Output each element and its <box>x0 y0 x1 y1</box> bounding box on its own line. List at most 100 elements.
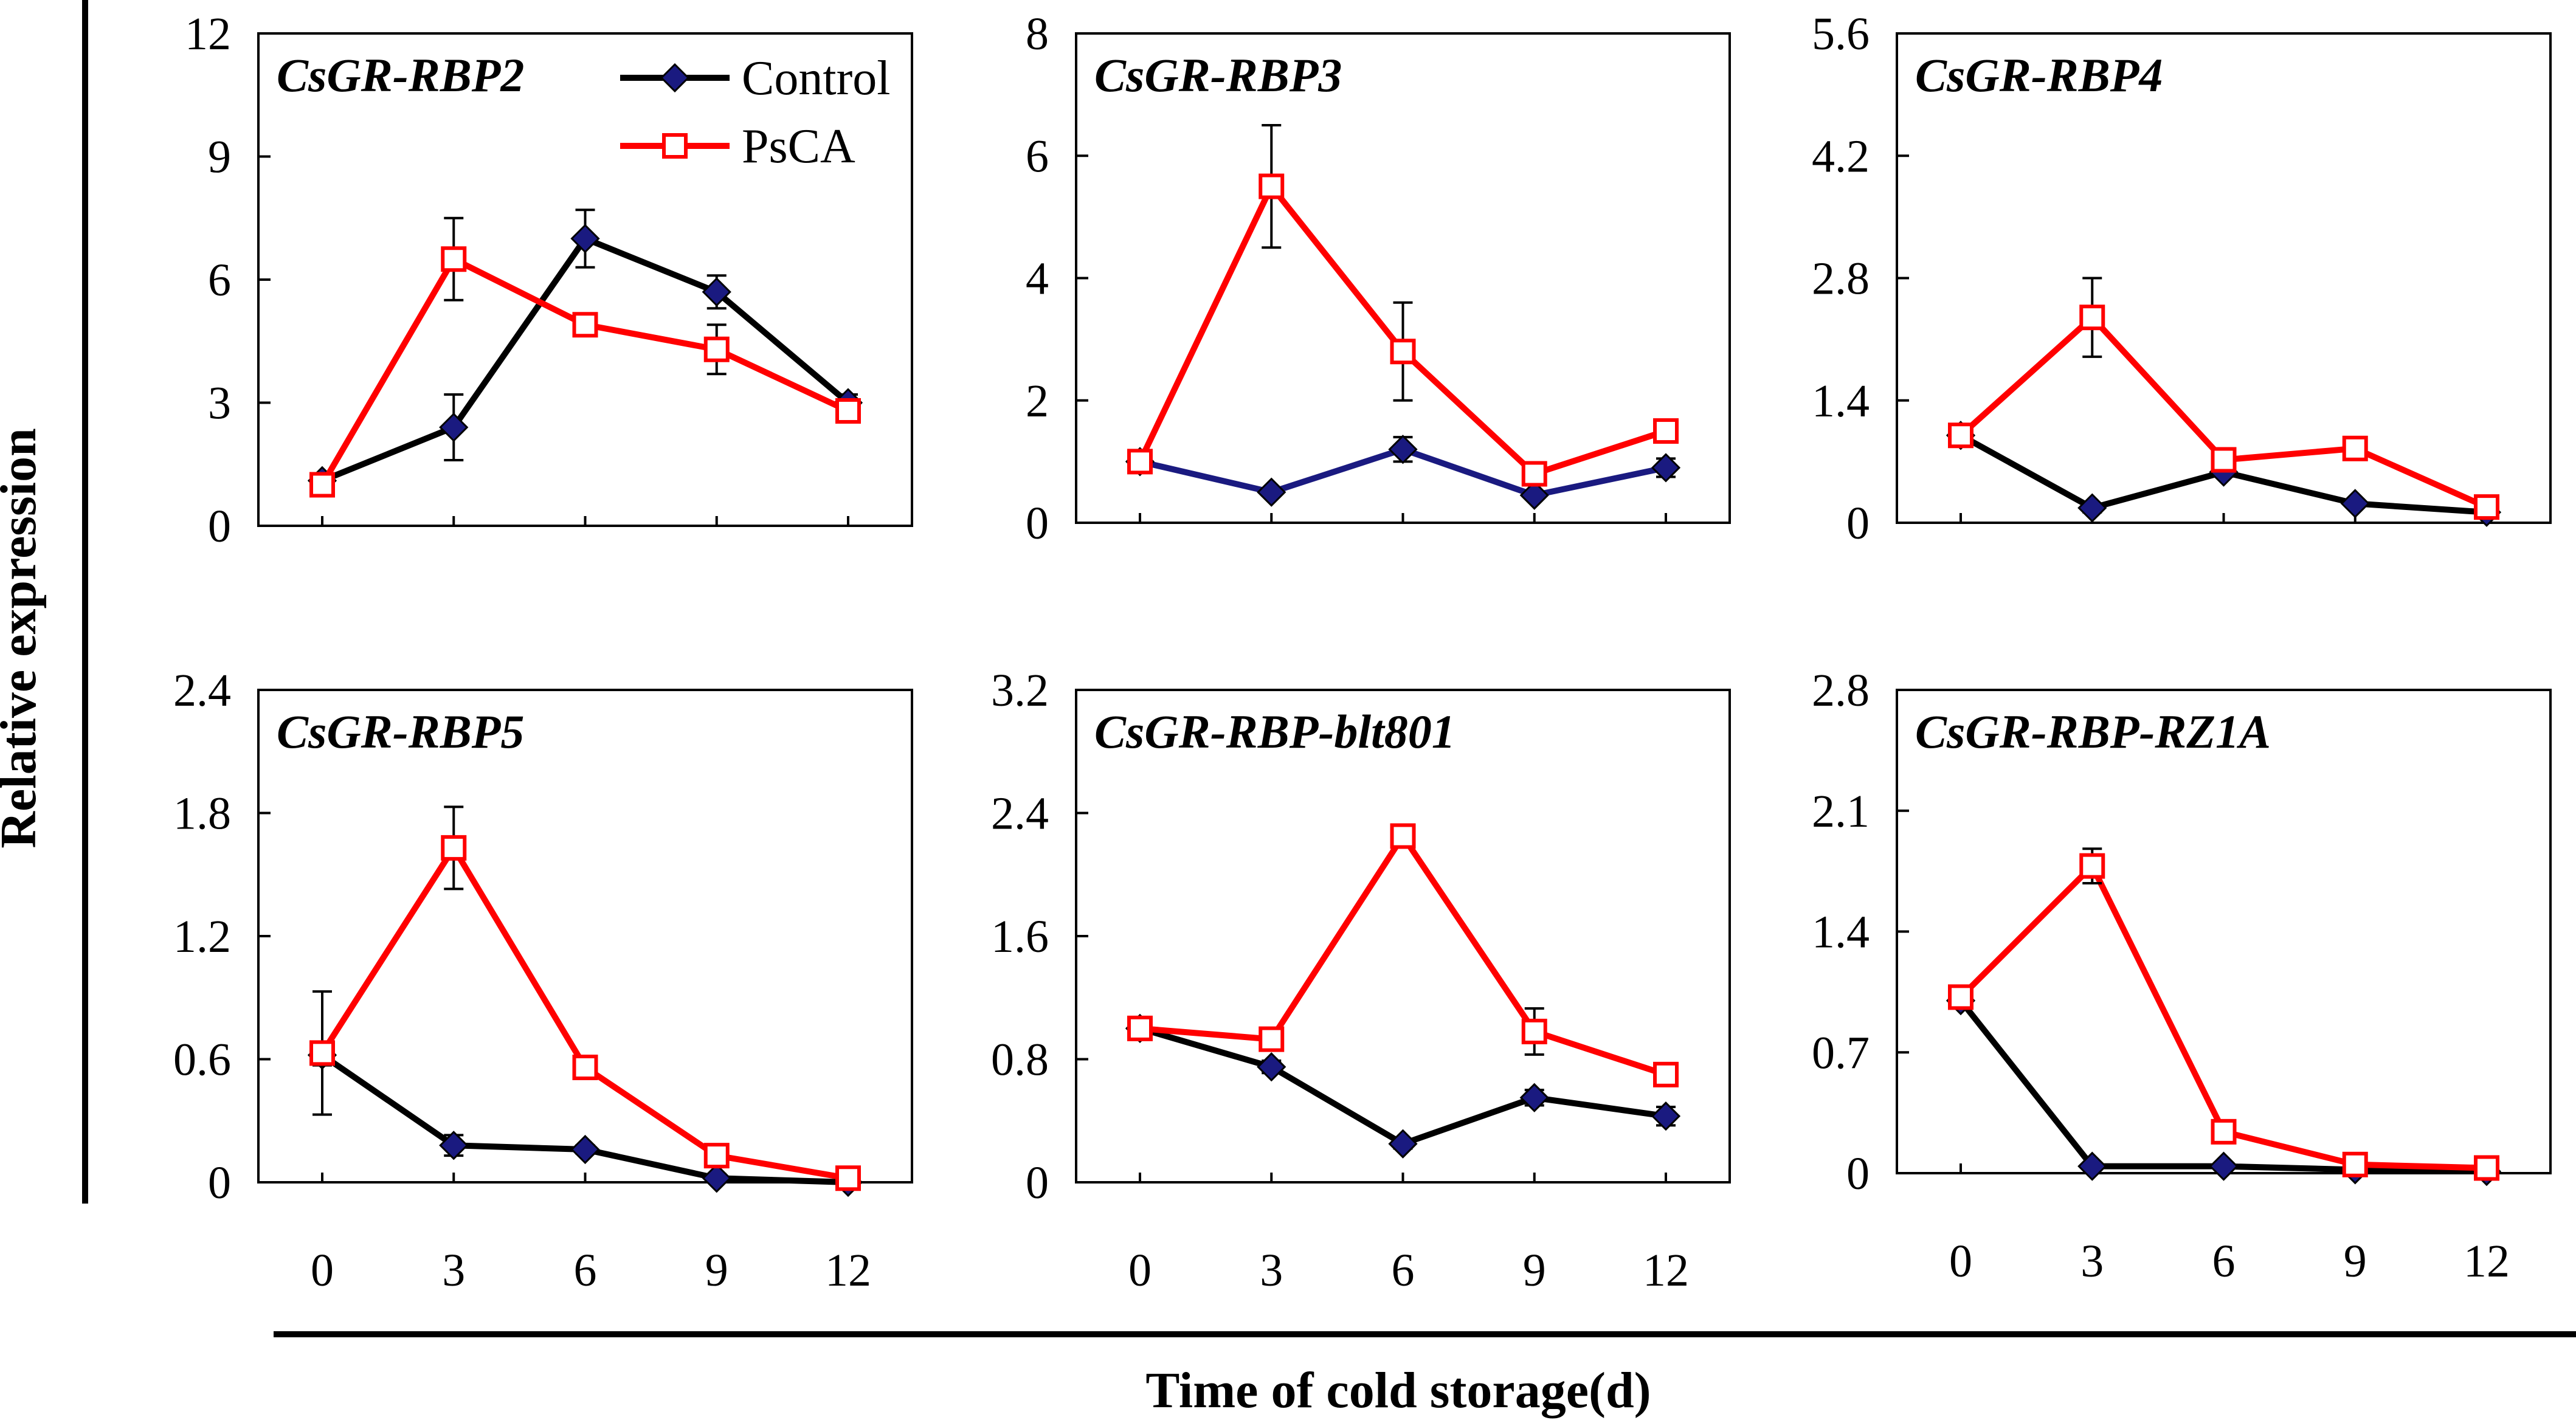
psca-point <box>441 835 467 861</box>
y-tick-label: 0 <box>208 1157 231 1208</box>
control-point <box>2209 1151 2239 1181</box>
y-tick-label: 2 <box>1026 376 1049 427</box>
legend-psca-marker <box>662 133 688 159</box>
x-tick-label: 12 <box>1643 1245 1689 1296</box>
psca-point <box>2342 1151 2368 1177</box>
panel-title: CsGR-RBP5 <box>277 705 524 758</box>
x-tick-label: 0 <box>311 1245 334 1296</box>
x-tick-label: 12 <box>825 1245 871 1296</box>
control-point <box>1651 1101 1681 1131</box>
x-tick-label: 0 <box>1949 1236 1972 1287</box>
y-tick-label: 12 <box>185 9 231 60</box>
y-tick-label: 6 <box>208 255 231 306</box>
y-tick-label: 5.6 <box>1812 9 1870 60</box>
psca-point <box>1259 173 1285 199</box>
panel-title: CsGR-RBP-blt801 <box>1094 705 1455 758</box>
x-tick-label: 3 <box>1260 1245 1283 1296</box>
control-point <box>702 277 731 307</box>
control-point <box>702 1163 731 1193</box>
psca-point <box>2079 305 2105 331</box>
y-tick-label: 2.4 <box>991 788 1049 839</box>
psca-point <box>1259 1026 1285 1052</box>
x-tick-label: 3 <box>442 1245 465 1296</box>
y-tick-label: 9 <box>208 132 231 183</box>
psca-point <box>835 398 861 424</box>
y-tick-label: 2.1 <box>1812 786 1870 837</box>
y-tick-label: 0 <box>1846 1148 1870 1199</box>
control-point <box>1388 1129 1418 1159</box>
psca-point <box>2211 1118 2237 1145</box>
psca-point <box>1390 823 1416 849</box>
psca-point <box>2079 853 2105 879</box>
psca-point <box>2342 435 2368 461</box>
control-point <box>1388 435 1418 464</box>
y-tick-label: 0.6 <box>173 1035 231 1086</box>
x-tick-label: 6 <box>574 1245 597 1296</box>
control-point <box>2077 1151 2107 1181</box>
panel-rbp5: 0 0.6 1.2 1.8 2.4 0 3 6 9 12 CsGR-RBP5 <box>173 665 913 1296</box>
psca-point <box>1653 1061 1679 1087</box>
psca-point <box>441 246 467 272</box>
control-point <box>1257 1052 1286 1082</box>
y-tick-label: 0.8 <box>991 1035 1049 1086</box>
y-tick-label: 1.6 <box>991 911 1049 962</box>
x-axis-title: Time of cold storage(d) <box>1145 1362 1651 1419</box>
control-point <box>1519 480 1549 510</box>
y-tick-label: 8 <box>1026 9 1049 60</box>
panel-title: CsGR-RBP2 <box>277 49 524 102</box>
y-tick-label: 0.7 <box>1812 1027 1870 1078</box>
panel-rbp2: 0 3 6 9 12 CsGR-RBP2 <box>185 9 913 552</box>
psca-point <box>835 1165 861 1191</box>
y-tick-label: 2.8 <box>1812 253 1870 305</box>
control-point <box>1651 453 1681 483</box>
x-tick-label: 0 <box>1128 1245 1152 1296</box>
x-tick-label: 12 <box>2464 1236 2510 1287</box>
y-tick-label: 0 <box>1846 498 1870 549</box>
psca-point <box>309 1040 335 1066</box>
psca-point <box>309 472 335 498</box>
control-point <box>439 412 469 443</box>
legend-psca-label: PsCA <box>742 120 855 173</box>
y-tick-label: 1.4 <box>1812 907 1870 958</box>
y-tick-label: 1.8 <box>173 788 231 839</box>
control-point <box>570 1134 600 1165</box>
x-tick-label: 9 <box>2344 1236 2367 1287</box>
control-point <box>570 224 600 253</box>
y-tick-label: 3 <box>208 378 231 429</box>
psca-point <box>1521 461 1547 487</box>
psca-point <box>1390 339 1416 365</box>
panel-rbp3: 0 2 4 6 8 CsGR-RBP3 <box>1026 9 1731 549</box>
y-tick-label: 4.2 <box>1812 131 1870 182</box>
psca-point <box>1521 1018 1547 1044</box>
y-tick-label: 1.4 <box>1812 376 1870 427</box>
panel-rbp-rz1a: 0 0.7 1.4 2.1 2.8 0 3 6 9 12 CsGR-RBP-RZ1A <box>1812 665 2552 1287</box>
y-tick-label: 3.2 <box>991 665 1049 716</box>
y-axis-title: Relative expression <box>0 428 47 848</box>
legend-control-marker <box>660 63 690 93</box>
panel-title: CsGR-RBP3 <box>1094 49 1342 102</box>
y-tick-label: 0 <box>1026 498 1049 549</box>
legend-control-label: Control <box>742 52 890 105</box>
control-point <box>439 1131 469 1160</box>
panel-title: CsGR-RBP-RZ1A <box>1915 705 2271 758</box>
panel-title: CsGR-RBP4 <box>1915 49 2163 102</box>
x-tick-label: 9 <box>705 1245 728 1296</box>
psca-point <box>1127 1015 1153 1041</box>
psca-point <box>2211 447 2237 473</box>
psca-point <box>2474 494 2499 520</box>
control-point <box>2340 489 2370 519</box>
y-tick-label: 6 <box>1026 131 1049 182</box>
x-tick-label: 9 <box>1523 1245 1546 1296</box>
y-tick-label: 4 <box>1026 253 1049 305</box>
psca-point <box>1948 984 1973 1010</box>
psca-point <box>572 312 598 338</box>
x-tick-label: 3 <box>2080 1236 2104 1287</box>
panel-rbp4: 0 1.4 2.8 4.2 5.6 CsGR-RBP4 <box>1812 9 2552 549</box>
y-tick-label: 0 <box>1026 1157 1049 1208</box>
control-point <box>1519 1083 1549 1112</box>
legend: Control PsCA <box>620 52 890 173</box>
psca-point <box>572 1055 598 1080</box>
panel-rbp-blt801: 0 0.8 1.6 2.4 3.2 0 3 6 9 12 CsGR-RBP-blt801 <box>991 665 1731 1296</box>
